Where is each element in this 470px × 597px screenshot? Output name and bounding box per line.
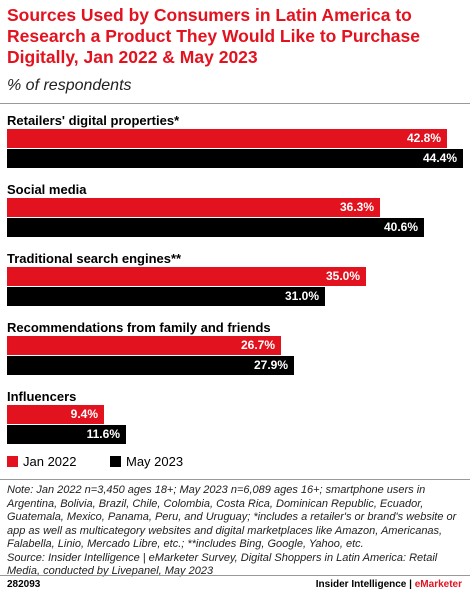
value-label-influencers-jan-2022: 9.4% bbox=[70, 407, 98, 421]
legend-label-may-2023: May 2023 bbox=[126, 454, 184, 469]
category-label-recommendations-from-family-and-friends: Recommendations from family and friends bbox=[7, 320, 271, 335]
value-label-traditional-search-engines-may-2023: 31.0% bbox=[284, 289, 319, 303]
value-label-traditional-search-engines-jan-2022: 35.0% bbox=[325, 269, 360, 283]
bar-retailers-digital-properties-may-2023 bbox=[7, 149, 463, 168]
note-text: Note: Jan 2022 n=3,450 ages 18+; May 202… bbox=[7, 484, 457, 550]
source-text: Source: Insider Intelligence | eMarketer… bbox=[7, 551, 438, 578]
bar-retailers-digital-properties-jan-2022 bbox=[7, 129, 447, 148]
legend-label-jan-2022: Jan 2022 bbox=[23, 454, 77, 469]
chart-title: Sources Used by Consumers in Latin Ameri… bbox=[7, 5, 420, 67]
bar-traditional-search-engines-jan-2022 bbox=[7, 267, 366, 286]
footnote: Note: Jan 2022 n=3,450 ages 18+; May 202… bbox=[7, 484, 463, 579]
value-label-recommendations-from-family-and-friends-jan-2022: 26.7% bbox=[240, 338, 275, 352]
bar-recommendations-from-family-and-friends-jan-2022 bbox=[7, 336, 281, 355]
value-label-influencers-may-2023: 11.6% bbox=[86, 427, 120, 441]
brand-insider-intelligence: Insider Intelligence bbox=[315, 579, 407, 590]
bar-recommendations-from-family-and-friends-may-2023 bbox=[7, 356, 294, 375]
brand: Insider Intelligence | eMarketer bbox=[316, 579, 462, 590]
legend-swatch-may-2023 bbox=[110, 456, 121, 467]
value-label-retailers-digital-properties-jan-2022: 42.8% bbox=[406, 131, 441, 145]
bar-influencers-jan-2022 bbox=[7, 405, 104, 424]
header-divider bbox=[0, 103, 470, 104]
bar-influencers-may-2023 bbox=[7, 425, 126, 444]
note-divider bbox=[0, 479, 470, 480]
category-label-social-media: Social media bbox=[7, 182, 87, 197]
category-label-influencers: Influencers bbox=[7, 389, 77, 404]
value-label-recommendations-from-family-and-friends-may-2023: 27.9% bbox=[253, 358, 288, 372]
bar-social-media-jan-2022 bbox=[7, 198, 380, 217]
chart-id: 282093 bbox=[7, 579, 41, 590]
chart-subtitle: % of respondents bbox=[7, 77, 132, 94]
bar-social-media-may-2023 bbox=[7, 218, 424, 237]
value-label-social-media-jan-2022: 36.3% bbox=[339, 200, 374, 214]
category-label-retailers-digital-properties: Retailers' digital properties* bbox=[7, 113, 180, 128]
footer-divider bbox=[0, 575, 470, 576]
value-label-social-media-may-2023: 40.6% bbox=[383, 220, 418, 234]
brand-emarketer: eMarketer bbox=[414, 579, 462, 590]
category-label-traditional-search-engines: Traditional search engines** bbox=[7, 251, 182, 266]
brand-separator: | bbox=[406, 579, 415, 590]
bar-traditional-search-engines-may-2023 bbox=[7, 287, 325, 306]
legend-swatch-jan-2022 bbox=[7, 456, 18, 467]
value-label-retailers-digital-properties-may-2023: 44.4% bbox=[422, 151, 457, 165]
